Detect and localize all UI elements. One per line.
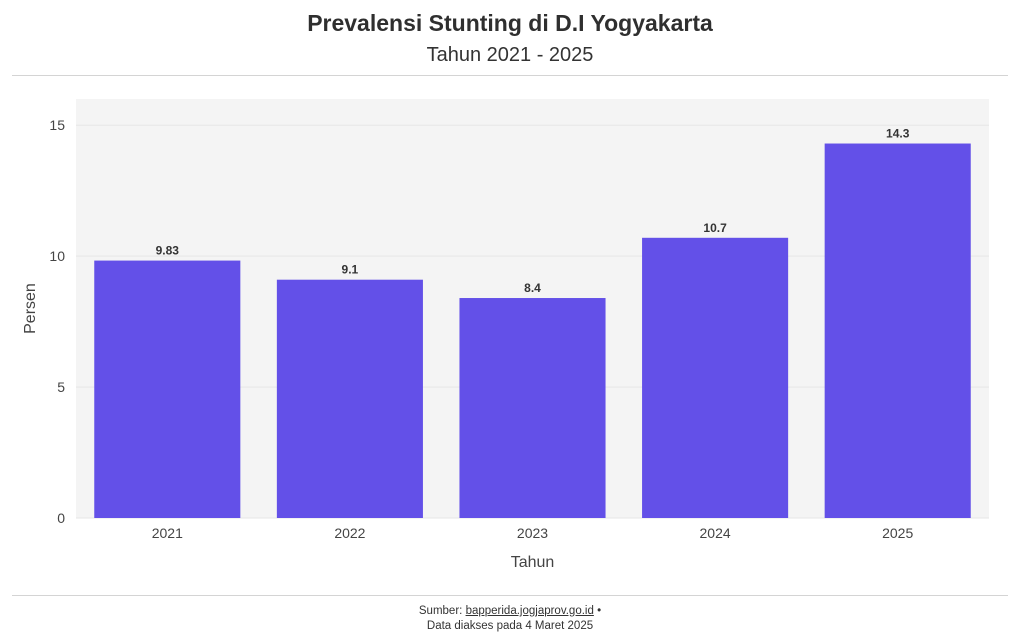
- source-separator: •: [597, 605, 602, 617]
- x-tick-label: 2024: [700, 525, 731, 541]
- x-tick-label: 2023: [517, 525, 548, 541]
- source-label: Sumber:: [418, 605, 463, 617]
- x-tick-label: 2021: [152, 525, 183, 541]
- chart-title: Prevalensi Stunting di D.I Yogyakarta: [307, 10, 713, 36]
- x-axis-label: Tahun: [511, 554, 555, 571]
- y-tick-label: 10: [49, 248, 65, 264]
- y-tick-label: 5: [57, 379, 65, 395]
- bar: [459, 298, 606, 518]
- access-note: Data diakses pada 4 Maret 2025: [426, 620, 594, 632]
- x-tick-label: 2025: [882, 525, 913, 541]
- footer: Sumber: bapperida.jogjaprov.go.id • Data…: [0, 604, 1020, 634]
- bar-value-label: 9.83: [156, 244, 180, 258]
- footer-divider: [12, 595, 1008, 596]
- y-axis-label: Persen: [22, 283, 39, 334]
- header-divider: [12, 75, 1008, 76]
- x-axis-ticks: 2021 2022 2023 2024 2025: [152, 525, 914, 541]
- x-tick-label: 2022: [334, 525, 365, 541]
- bar-value-label: 9.1: [342, 263, 359, 277]
- source-link[interactable]: bapperida.jogjaprov.go.id: [465, 605, 594, 617]
- bar-value-label: 14.3: [886, 127, 910, 141]
- bar: [642, 237, 789, 518]
- bar-value-label: 10.7: [703, 221, 727, 235]
- y-tick-label: 15: [49, 117, 65, 133]
- chart-subtitle: Tahun 2021 - 2025: [426, 44, 594, 66]
- y-tick-label: 0: [57, 510, 65, 526]
- bar: [276, 279, 423, 518]
- bars: 9.83 9.1 8.4 10.7 14.3: [94, 127, 971, 519]
- y-axis-ticks: 0 5 10 15: [49, 117, 65, 526]
- bar: [94, 260, 241, 518]
- bar-value-label: 8.4: [524, 281, 541, 295]
- bar: [824, 143, 971, 519]
